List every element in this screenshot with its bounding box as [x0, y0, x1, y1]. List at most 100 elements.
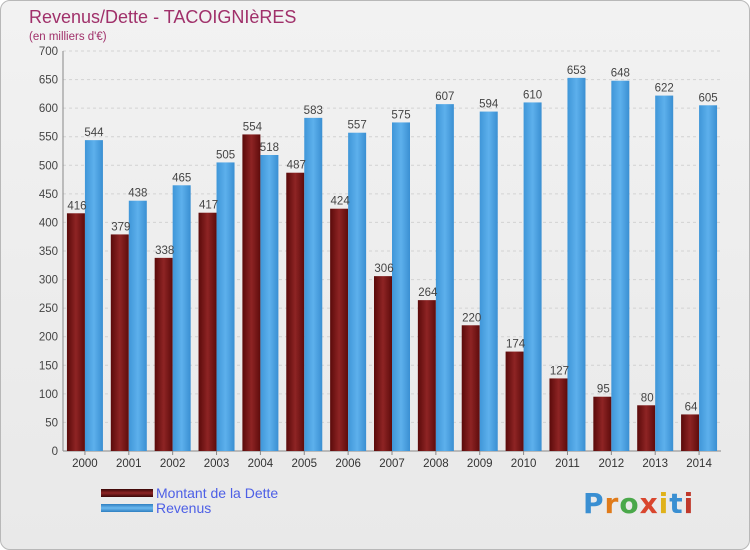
data-label-revenus-2006: 557 — [348, 120, 367, 132]
legend-swatch-revenus — [101, 504, 153, 512]
data-label-dette-2013: 80 — [641, 392, 654, 404]
y-tick-label: 450 — [39, 189, 58, 201]
x-tick-label: 2004 — [248, 458, 274, 470]
bar-revenus-2001 — [128, 200, 147, 451]
data-label-dette-2005: 487 — [287, 160, 306, 172]
proxiti-logo: Proxiti — [583, 487, 694, 520]
data-label-dette-2010: 174 — [506, 339, 526, 351]
y-tick-label: 100 — [39, 389, 58, 401]
bar-dette-2001 — [110, 234, 129, 451]
y-tick-label: 650 — [39, 75, 58, 87]
y-tick-label: 500 — [39, 160, 58, 172]
logo-letter: x — [639, 487, 659, 520]
data-label-dette-2014: 64 — [685, 401, 698, 413]
bar-dette-2013 — [637, 405, 656, 451]
legend-swatch-dette — [101, 489, 153, 497]
legend-label-revenus: Revenus — [156, 500, 212, 516]
y-tick-label: 350 — [39, 246, 58, 258]
x-tick-label: 2009 — [467, 458, 493, 470]
bar-dette-2003 — [198, 212, 217, 451]
data-label-dette-2012: 95 — [597, 384, 610, 396]
data-label-dette-2002: 338 — [155, 245, 174, 257]
bar-dette-2002 — [154, 257, 173, 451]
data-label-revenus-2012: 648 — [611, 68, 630, 80]
bar-dette-2008 — [417, 300, 436, 451]
bar-dette-2006 — [330, 208, 349, 451]
x-tick-label: 2007 — [379, 458, 405, 470]
bar-revenus-2014 — [699, 105, 718, 452]
y-tick-label: 700 — [39, 46, 58, 58]
y-tick-label: 200 — [39, 332, 58, 344]
logo-letter: o — [619, 487, 640, 520]
data-label-dette-2000: 416 — [67, 200, 86, 212]
bar-revenus-2007 — [392, 122, 410, 451]
data-label-dette-2006: 424 — [331, 196, 351, 208]
data-label-revenus-2005: 583 — [304, 105, 323, 117]
x-tick-label: 2013 — [642, 458, 668, 470]
bar-dette-2009 — [461, 325, 480, 451]
data-label-revenus-2009: 594 — [479, 99, 499, 111]
y-tick-label: 250 — [39, 303, 58, 315]
data-label-revenus-2002: 465 — [172, 172, 191, 184]
data-label-dette-2008: 264 — [418, 287, 438, 299]
data-label-revenus-2010: 610 — [523, 89, 542, 101]
bar-dette-2012 — [593, 396, 612, 451]
data-label-revenus-2001: 438 — [128, 188, 147, 200]
data-label-dette-2009: 220 — [462, 312, 481, 324]
x-tick-label: 2000 — [72, 458, 98, 470]
logo-letter: i — [683, 487, 695, 520]
x-tick-label: 2006 — [335, 458, 361, 470]
data-label-revenus-2003: 505 — [216, 149, 235, 161]
data-label-dette-2003: 417 — [199, 200, 218, 212]
x-tick-label: 2010 — [511, 458, 537, 470]
bar-revenus-2002 — [172, 185, 191, 452]
y-tick-label: 300 — [39, 275, 58, 287]
data-label-dette-2007: 306 — [374, 263, 393, 275]
bar-dette-2011 — [549, 378, 568, 451]
bar-revenus-2000 — [84, 140, 103, 451]
data-label-dette-2004: 554 — [243, 121, 263, 133]
bar-dette-2014 — [681, 414, 700, 451]
bar-revenus-2013 — [655, 95, 674, 452]
y-tick-label: 600 — [39, 103, 58, 115]
bar-dette-2004 — [242, 134, 261, 451]
data-label-revenus-2004: 518 — [260, 142, 279, 154]
logo-letter: P — [583, 487, 605, 520]
x-tick-label: 2008 — [423, 458, 449, 470]
chart-subtitle: (en milliers d'€) — [29, 31, 107, 43]
data-label-dette-2001: 379 — [111, 221, 130, 233]
bar-dette-2007 — [374, 276, 392, 451]
bar-revenus-2006 — [348, 132, 367, 451]
bar-revenus-2010 — [523, 102, 542, 451]
bar-revenus-2004 — [260, 155, 279, 451]
data-label-revenus-2014: 605 — [698, 92, 717, 104]
bar-revenus-2003 — [216, 162, 235, 451]
logo-letter: t — [669, 487, 684, 520]
y-tick-label: 150 — [39, 360, 58, 372]
bar-dette-2010 — [505, 351, 524, 451]
bar-revenus-2008 — [435, 104, 454, 452]
logo-letter: r — [604, 487, 620, 520]
chart-title: Revenus/Dette - TACOIGNIèRES — [29, 7, 297, 27]
bar-revenus-2009 — [479, 111, 498, 452]
data-label-revenus-2008: 607 — [435, 91, 454, 103]
x-tick-label: 2005 — [291, 458, 317, 470]
data-label-revenus-2011: 653 — [567, 65, 586, 77]
data-label-revenus-2000: 544 — [84, 127, 104, 139]
x-tick-label: 2001 — [116, 458, 142, 470]
bar-dette-2005 — [286, 172, 305, 451]
bar-revenus-2012 — [611, 80, 630, 451]
x-tick-label: 2011 — [555, 458, 580, 470]
x-tick-label: 2003 — [204, 458, 230, 470]
x-tick-label: 2002 — [160, 458, 186, 470]
data-label-revenus-2013: 622 — [655, 83, 674, 95]
x-tick-label: 2012 — [599, 458, 625, 470]
y-tick-label: 0 — [52, 446, 58, 458]
bar-revenus-2005 — [304, 117, 323, 451]
legend-label-dette: Montant de la Dette — [156, 485, 279, 501]
y-tick-label: 50 — [45, 417, 58, 429]
data-label-revenus-2007: 575 — [391, 109, 410, 121]
logo-letter: i — [658, 487, 670, 520]
